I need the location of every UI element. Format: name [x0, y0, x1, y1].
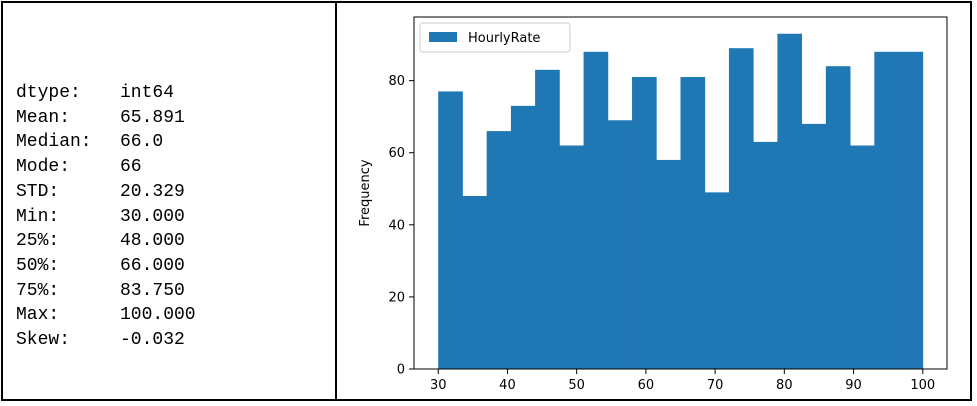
histogram-bar — [801, 123, 827, 369]
stat-value: 30.000 — [120, 206, 185, 227]
stat-value: 100.000 — [120, 305, 196, 326]
stat-value: 65.891 — [120, 107, 185, 128]
stat-row: STD: 20.329 — [16, 180, 196, 205]
stat-row: Mean: 65.891 — [16, 106, 196, 131]
stat-label: 75%: — [16, 280, 60, 301]
stat-value: 48.000 — [120, 231, 185, 252]
y-tick-label: 0 — [397, 363, 405, 378]
histogram-bar — [607, 120, 633, 369]
stat-label: 25%: — [16, 231, 60, 252]
stat-row: 50%: 66.000 — [16, 254, 196, 279]
histogram-bar — [559, 145, 584, 369]
figure-frame: dtype: int64 Mean: 65.891 Median: 66.0 Mode: 66… — [1, 1, 972, 401]
histogram-bar — [462, 195, 488, 369]
stat-value: 83.750 — [120, 280, 185, 301]
stat-row: Mode: 66 — [16, 155, 196, 180]
x-tick-label: 30 — [430, 378, 447, 393]
legend-box — [419, 22, 571, 53]
x-tick-label: 60 — [638, 378, 655, 393]
stat-row: Median: 66.0 — [16, 130, 196, 155]
panel-divider — [335, 3, 337, 399]
x-tick-label: 90 — [845, 378, 862, 393]
stat-label: Min: — [16, 206, 60, 227]
histogram-bar — [632, 77, 657, 369]
stat-label: Mode: — [16, 157, 71, 178]
histogram-bar — [438, 91, 463, 369]
stat-row: Skew: -0.032 — [16, 328, 196, 353]
y-tick-label: 80 — [388, 74, 405, 89]
y-tick-label: 20 — [388, 290, 405, 305]
stat-label: Max: — [16, 305, 60, 326]
histogram-bar — [874, 51, 899, 369]
stat-value: 20.329 — [120, 181, 185, 202]
stat-row: dtype: int64 — [16, 81, 196, 106]
histogram-bar — [825, 66, 851, 370]
stat-row: 25%: 48.000 — [16, 229, 196, 254]
stat-row: Min: 30.000 — [16, 205, 196, 230]
x-tick-label: 80 — [776, 378, 793, 393]
x-tick-label: 70 — [707, 378, 724, 393]
stat-value: 66 — [120, 157, 142, 178]
legend-swatch — [429, 32, 457, 42]
histogram-bar — [898, 51, 924, 369]
y-axis-label: Frequency — [358, 159, 373, 226]
stat-row: Max: 100.000 — [16, 303, 196, 328]
y-tick-label: 40 — [388, 218, 405, 233]
legend-label: HourlyRate — [468, 31, 540, 46]
histogram-bar — [753, 141, 778, 369]
stat-label: dtype: — [16, 83, 81, 103]
histogram-bar — [510, 105, 536, 370]
histogram-bar — [535, 69, 560, 369]
x-tick-label: 40 — [499, 378, 516, 393]
histogram-bar — [704, 192, 730, 369]
histogram-bar — [680, 77, 706, 369]
stat-value: 66.0 — [120, 132, 164, 153]
stat-label: STD: — [16, 181, 60, 202]
histogram-bar — [486, 131, 512, 369]
stat-label: Mean: — [16, 107, 71, 128]
histogram-bar — [777, 33, 803, 369]
x-tick-label: 100 — [910, 378, 935, 393]
summary-statistics: dtype: int64 Mean: 65.891 Median: 66.0 Mode: 66… — [16, 81, 196, 353]
axes-frame — [413, 16, 948, 370]
stat-row: 75%: 83.750 — [16, 279, 196, 304]
histogram-bar — [583, 51, 609, 369]
y-tick-label: 60 — [388, 146, 405, 161]
stat-label: 50%: — [16, 255, 60, 276]
stat-value: 66.000 — [120, 255, 185, 276]
stat-value: int64 — [120, 83, 175, 103]
stat-value: -0.032 — [120, 330, 185, 351]
histogram-bar — [728, 48, 754, 369]
stat-label: Median: — [16, 132, 92, 153]
histogram-bar — [850, 145, 875, 369]
histogram-chart: 30 40 50 60 70 80 90 100 0 20 40 60 80 Frequency Hourl… — [358, 16, 948, 393]
x-tick-label: 50 — [568, 378, 585, 393]
histogram-bar — [656, 159, 681, 369]
stat-label: Skew: — [16, 330, 71, 351]
